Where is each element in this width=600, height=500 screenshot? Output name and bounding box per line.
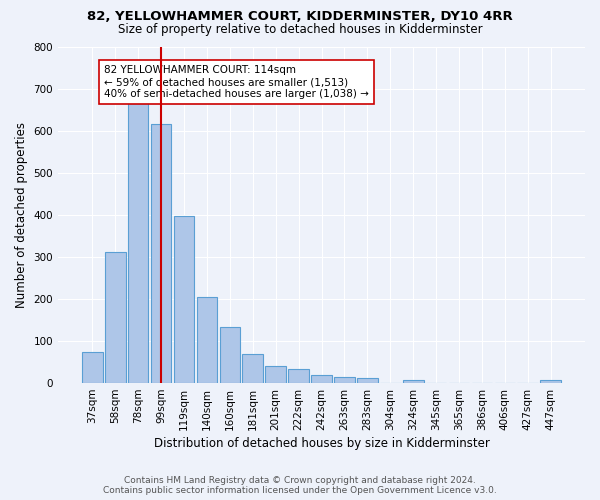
Bar [220, 327, 240, 383]
Y-axis label: Number of detached properties: Number of detached properties [15, 122, 28, 308]
Bar [82, 352, 103, 383]
Bar [311, 374, 332, 383]
Bar [334, 377, 355, 383]
Bar [151, 124, 172, 383]
Bar [403, 380, 424, 383]
Bar [288, 369, 309, 383]
Bar [265, 366, 286, 383]
Bar [128, 104, 148, 383]
Bar [242, 354, 263, 383]
Text: 82, YELLOWHAMMER COURT, KIDDERMINSTER, DY10 4RR: 82, YELLOWHAMMER COURT, KIDDERMINSTER, D… [87, 10, 513, 23]
Bar [197, 297, 217, 383]
X-axis label: Distribution of detached houses by size in Kidderminster: Distribution of detached houses by size … [154, 437, 490, 450]
Text: 82 YELLOWHAMMER COURT: 114sqm
← 59% of detached houses are smaller (1,513)
40% o: 82 YELLOWHAMMER COURT: 114sqm ← 59% of d… [104, 66, 368, 98]
Bar [173, 216, 194, 383]
Text: Size of property relative to detached houses in Kidderminster: Size of property relative to detached ho… [118, 22, 482, 36]
Text: Contains HM Land Registry data © Crown copyright and database right 2024.
Contai: Contains HM Land Registry data © Crown c… [103, 476, 497, 495]
Bar [541, 380, 561, 383]
Bar [105, 252, 125, 383]
Bar [357, 378, 377, 383]
